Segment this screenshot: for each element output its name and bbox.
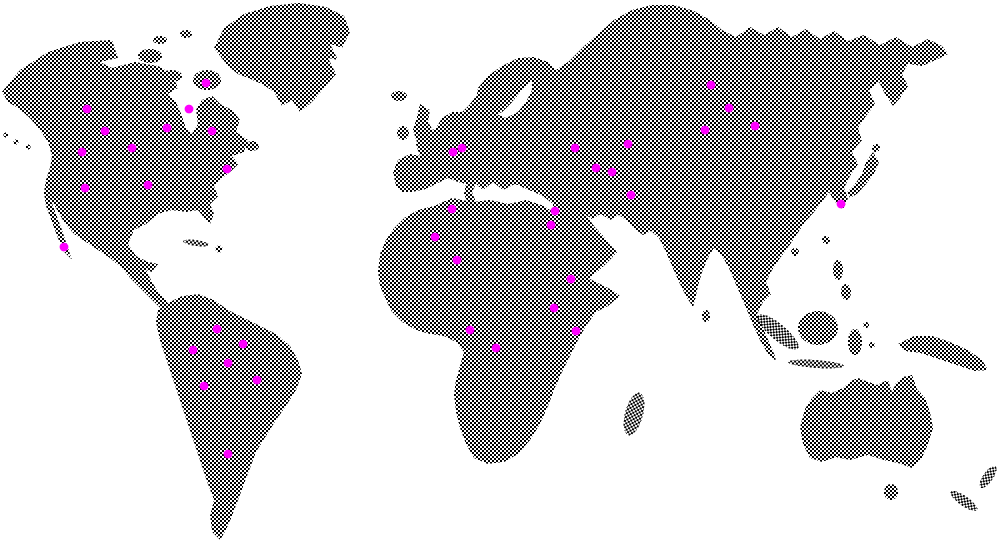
location-marker-asia[interactable] bbox=[591, 163, 601, 173]
location-marker-north-america[interactable] bbox=[100, 126, 110, 136]
island-taiwan bbox=[822, 236, 830, 244]
location-marker-north-america[interactable] bbox=[82, 104, 92, 114]
island-new-guinea bbox=[898, 336, 988, 371]
location-marker-north-america[interactable] bbox=[77, 147, 87, 157]
island-arctic bbox=[180, 30, 192, 38]
island-sulawesi bbox=[848, 329, 862, 355]
continent-africa bbox=[378, 198, 620, 464]
continent-north-america bbox=[2, 40, 248, 310]
island-arctic bbox=[153, 36, 167, 44]
island-great-britain bbox=[413, 104, 435, 146]
island-arctic bbox=[130, 73, 146, 83]
location-marker-asia[interactable] bbox=[700, 125, 710, 135]
island-greenland bbox=[214, 3, 350, 112]
island-new-zealand-south bbox=[950, 490, 978, 512]
island-java bbox=[788, 359, 844, 369]
island-ireland bbox=[397, 126, 409, 140]
location-marker-north-america[interactable] bbox=[162, 123, 172, 133]
location-marker-europe[interactable] bbox=[448, 147, 458, 157]
map-markers bbox=[59, 78, 846, 459]
location-marker-asia[interactable] bbox=[724, 103, 734, 113]
location-marker-africa[interactable] bbox=[452, 255, 462, 265]
location-marker-north-america[interactable] bbox=[80, 183, 90, 193]
location-marker-south-america[interactable] bbox=[223, 449, 233, 459]
island-hispaniola bbox=[215, 245, 223, 253]
island-hokkaido bbox=[872, 144, 880, 152]
location-marker-north-america[interactable] bbox=[184, 104, 194, 114]
continents bbox=[2, 3, 997, 540]
location-marker-north-america[interactable] bbox=[127, 143, 137, 153]
island-arctic bbox=[162, 70, 182, 82]
island-moluccas bbox=[869, 342, 875, 348]
island-aleutian bbox=[3, 132, 9, 138]
location-marker-europe[interactable] bbox=[457, 143, 467, 153]
location-marker-north-america[interactable] bbox=[222, 164, 232, 174]
island-borneo bbox=[798, 311, 838, 345]
island-aleutian bbox=[13, 139, 19, 145]
island-moluccas bbox=[863, 322, 869, 328]
location-marker-middle-east[interactable] bbox=[566, 274, 576, 284]
location-marker-middle-east[interactable] bbox=[546, 220, 556, 230]
location-marker-north-america[interactable] bbox=[207, 126, 217, 136]
location-marker-asia[interactable] bbox=[570, 143, 580, 153]
island-sumatra bbox=[757, 314, 799, 350]
location-marker-asia[interactable] bbox=[750, 121, 760, 131]
island-japan bbox=[847, 152, 879, 198]
continent-south-america bbox=[156, 294, 302, 540]
location-marker-north-america[interactable] bbox=[59, 242, 69, 252]
location-marker-south-america[interactable] bbox=[238, 339, 248, 349]
location-marker-south-america[interactable] bbox=[212, 324, 222, 334]
location-marker-south-america[interactable] bbox=[199, 381, 209, 391]
location-marker-africa[interactable] bbox=[447, 204, 457, 214]
continent-australia bbox=[800, 375, 933, 468]
location-marker-middle-east[interactable] bbox=[550, 206, 560, 216]
continent-eurasia bbox=[393, 5, 948, 361]
location-marker-africa[interactable] bbox=[549, 303, 559, 313]
location-marker-africa[interactable] bbox=[430, 232, 440, 242]
location-marker-africa[interactable] bbox=[491, 343, 501, 353]
island-sri-lanka bbox=[702, 310, 710, 322]
location-marker-asia[interactable] bbox=[623, 139, 633, 149]
island-newfoundland bbox=[245, 141, 259, 151]
location-marker-africa[interactable] bbox=[571, 326, 581, 336]
location-marker-south-america[interactable] bbox=[188, 345, 198, 355]
island-iceland bbox=[391, 91, 407, 101]
island-hainan bbox=[791, 248, 799, 256]
location-marker-asia[interactable] bbox=[836, 199, 846, 209]
location-marker-asia[interactable] bbox=[706, 80, 716, 90]
location-marker-africa[interactable] bbox=[465, 325, 475, 335]
location-marker-north-america[interactable] bbox=[143, 180, 153, 190]
location-marker-asia[interactable] bbox=[626, 190, 636, 200]
island-philippines bbox=[833, 260, 843, 280]
island-aleutian bbox=[25, 144, 31, 150]
island-arctic bbox=[219, 32, 235, 44]
island-philippines bbox=[841, 284, 851, 300]
island-madagascar bbox=[623, 392, 645, 436]
location-marker-north-america[interactable] bbox=[201, 78, 211, 88]
location-marker-south-america[interactable] bbox=[252, 375, 262, 385]
island-cuba bbox=[183, 239, 209, 247]
location-marker-asia[interactable] bbox=[607, 167, 617, 177]
island-tasmania bbox=[884, 484, 898, 500]
location-marker-south-america[interactable] bbox=[223, 358, 233, 368]
island-arctic bbox=[138, 49, 162, 63]
island-new-zealand-north bbox=[979, 465, 997, 489]
